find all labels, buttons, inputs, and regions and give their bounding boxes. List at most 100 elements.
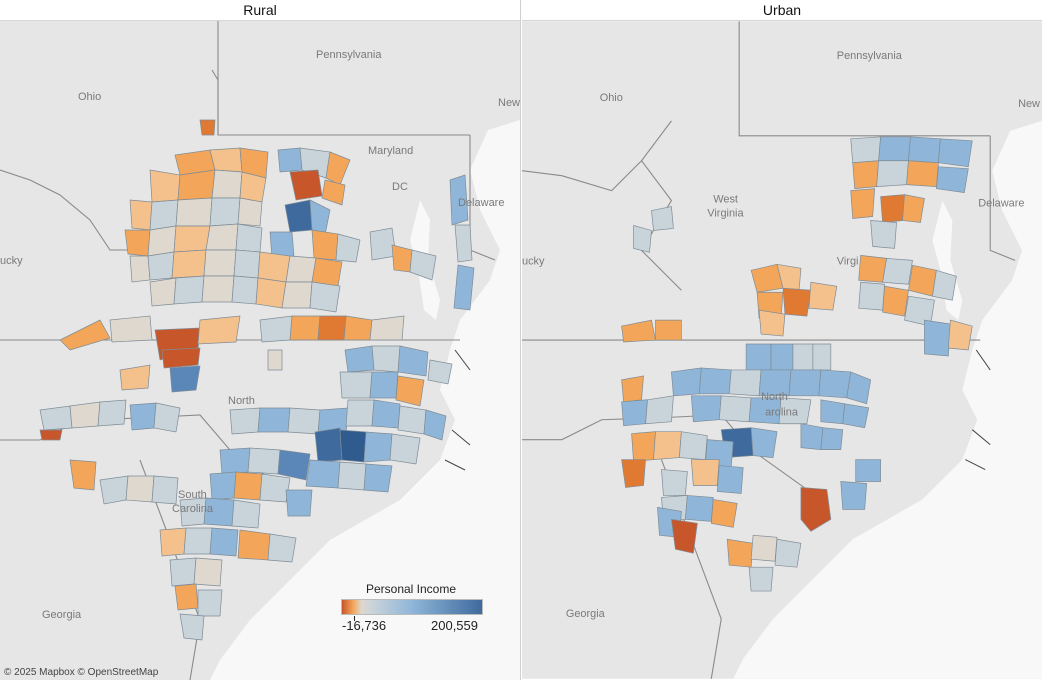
county [710, 499, 738, 528]
county [698, 367, 732, 395]
legend-color-ramp [341, 599, 483, 615]
va-md-counties [621, 136, 973, 357]
county [782, 287, 812, 317]
county [812, 343, 832, 371]
county [339, 371, 373, 399]
county [174, 583, 199, 611]
county [679, 431, 708, 460]
place-label-virginia: Virginia [707, 208, 744, 220]
county [311, 229, 339, 261]
county [621, 375, 644, 403]
county [852, 160, 880, 189]
county [423, 409, 447, 441]
county [391, 244, 413, 273]
county [339, 429, 367, 463]
county [651, 206, 674, 231]
county [129, 402, 157, 431]
county [211, 169, 243, 199]
county [671, 518, 698, 554]
county [203, 249, 237, 277]
county [259, 315, 293, 343]
county [193, 557, 223, 587]
county [231, 275, 259, 305]
county [229, 407, 261, 435]
rural-map[interactable]: Ohio Pennsylvania Maryland DC Delaware N… [0, 20, 520, 680]
county [820, 427, 844, 450]
county [371, 399, 401, 429]
county [125, 475, 155, 503]
county [267, 349, 283, 371]
county [671, 367, 702, 397]
map-attribution[interactable]: © 2025 Mapbox © OpenStreetMap [4, 667, 159, 678]
urban-map[interactable]: Ohio Pennsylvania West Virginia Virgi De… [522, 20, 1042, 680]
urban-map-panel[interactable]: Urban [522, 0, 1042, 680]
county [774, 538, 802, 568]
county [39, 429, 63, 441]
county [161, 347, 201, 369]
place-label-pennsylvania: Pennsylvania [316, 49, 382, 61]
place-label-dc: DC [392, 181, 408, 193]
county [449, 174, 469, 226]
personal-income-legend: Personal Income -16,736 200,559 [336, 582, 486, 636]
place-label-new-partial: New [498, 97, 520, 109]
county [631, 431, 656, 462]
panel-divider [520, 0, 522, 680]
place-label-georgia: Georgia [42, 609, 82, 621]
county [880, 194, 905, 223]
place-label-ohio: Ohio [78, 91, 101, 103]
county [289, 315, 321, 341]
county [882, 285, 909, 317]
place-label-carolina: Carolina [172, 503, 214, 515]
place-label-north: North [761, 391, 788, 403]
legend-min-label: -16,736 [342, 618, 387, 633]
county [718, 395, 752, 423]
county [882, 257, 913, 285]
rural-map-panel[interactable]: Rural [0, 0, 520, 680]
place-label-pennsylvania: Pennsylvania [837, 50, 903, 62]
county [870, 220, 897, 249]
place-label-kentucky-partial: ucky [0, 255, 23, 267]
county [770, 343, 794, 371]
county [169, 365, 201, 393]
county [314, 427, 343, 463]
place-label-delaware: Delaware [458, 197, 504, 209]
county [119, 364, 151, 391]
county [858, 281, 885, 311]
county [818, 369, 852, 399]
county [219, 447, 251, 475]
county [758, 309, 786, 337]
county [409, 249, 437, 281]
coast-lines [965, 349, 991, 470]
county [199, 119, 216, 136]
county [129, 199, 153, 231]
county [197, 589, 223, 617]
county [454, 224, 473, 263]
county [149, 277, 177, 307]
county [633, 225, 652, 253]
county [876, 160, 909, 188]
county [397, 405, 427, 435]
county [69, 401, 101, 429]
county [209, 197, 241, 227]
county [147, 225, 177, 257]
county [369, 371, 399, 399]
county [655, 319, 682, 341]
county [846, 371, 872, 405]
county [277, 449, 311, 481]
legend-zero-tick [354, 616, 355, 621]
county [690, 459, 720, 486]
place-label-kentucky-partial: ucky [522, 255, 545, 267]
county [716, 465, 744, 494]
county [179, 613, 205, 641]
nc-sc-counties [621, 343, 881, 592]
county [335, 233, 361, 263]
county [792, 343, 814, 371]
place-label-maryland: Maryland [368, 145, 413, 157]
rural-panel-title: Rural [0, 0, 520, 21]
county [947, 319, 973, 351]
county [197, 315, 241, 345]
county [850, 188, 876, 219]
county [257, 251, 291, 283]
county [908, 136, 941, 164]
county [287, 407, 321, 435]
